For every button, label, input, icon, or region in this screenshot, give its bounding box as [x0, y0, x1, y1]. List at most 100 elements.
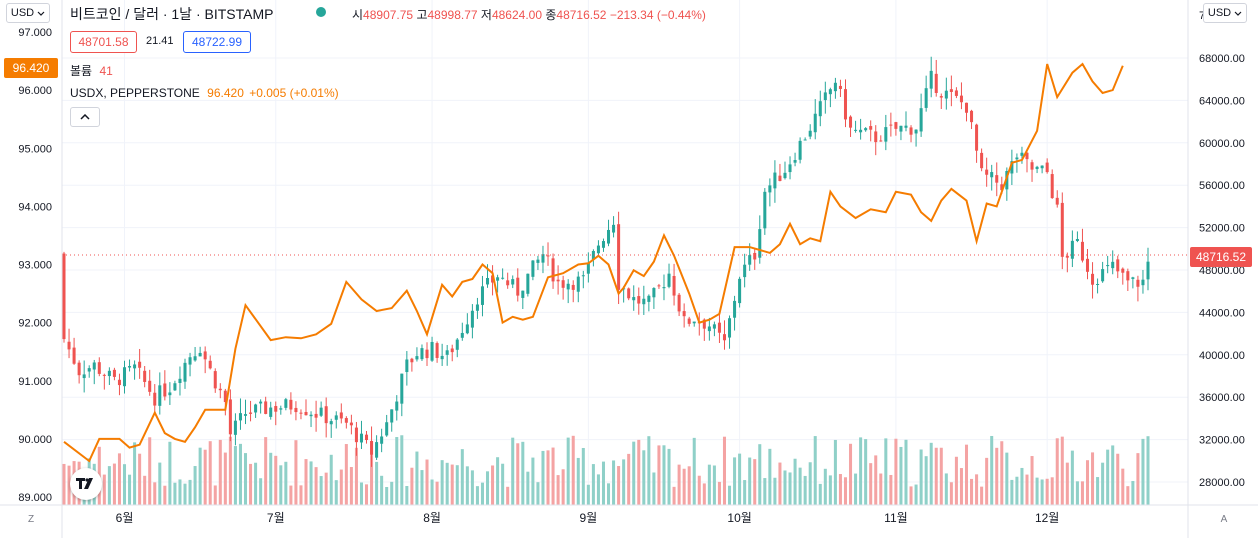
volume-bar	[274, 455, 278, 505]
candle-body	[596, 245, 600, 254]
sell-button[interactable]: 48701.58	[70, 31, 137, 53]
volume-bar	[728, 485, 732, 505]
volume-bar	[243, 453, 248, 505]
candle-body	[1136, 279, 1140, 287]
candle-body	[1131, 277, 1135, 279]
left-currency-label: USD	[10, 7, 35, 19]
volume-bar	[304, 459, 308, 505]
volume-bar	[566, 437, 570, 505]
volume-bar	[435, 481, 439, 505]
candle-body	[183, 362, 187, 382]
candle-body	[687, 318, 691, 324]
volume-bar	[697, 475, 701, 505]
left-currency-select[interactable]: USD	[6, 3, 50, 23]
candle-body	[546, 255, 550, 257]
candle-body	[561, 280, 565, 288]
volume-bar	[854, 473, 858, 505]
symbol-title[interactable]: 비트코인 / 달러 · 1날 · BITSTAMP	[70, 6, 274, 22]
buy-button[interactable]: 48722.99	[183, 31, 251, 53]
candle-body	[440, 355, 444, 360]
candle-body	[975, 124, 979, 151]
volume-bar	[163, 485, 167, 505]
candle-body	[773, 172, 777, 189]
candle-body	[672, 275, 676, 296]
volume-bar	[980, 486, 984, 505]
candle-body	[889, 124, 893, 126]
volume-bar	[1010, 479, 1014, 505]
candle-body	[647, 295, 651, 302]
candle-body	[833, 82, 837, 92]
candle-body	[299, 412, 303, 414]
candle-body	[612, 224, 616, 233]
volume-bar	[591, 464, 595, 505]
volume-bar	[1005, 452, 1009, 505]
tradingview-logo[interactable]	[70, 468, 102, 500]
auto-scale-right-button[interactable]: A	[1220, 513, 1228, 525]
volume-bar	[627, 453, 631, 505]
candle-body	[753, 252, 757, 260]
candle-body	[470, 310, 474, 328]
volume-bar	[828, 475, 832, 505]
candle-body	[77, 362, 81, 376]
candle-body	[173, 383, 177, 391]
candle-body	[410, 358, 414, 363]
collapse-legend-button[interactable]	[70, 107, 100, 127]
auto-scale-left-button[interactable]: Z	[27, 513, 35, 525]
candle-body	[859, 129, 863, 133]
volume-bar	[692, 437, 696, 505]
right-currency-select[interactable]: USD	[1203, 3, 1247, 23]
volume-bar	[440, 460, 444, 505]
volume-bar	[778, 462, 782, 505]
volume-bar	[193, 466, 197, 505]
volume-bar	[173, 482, 177, 505]
left-axis-tick-label: 96.000	[18, 85, 52, 97]
candle-body	[198, 352, 202, 357]
volume-bar	[919, 449, 923, 505]
volume-bar	[1000, 441, 1004, 505]
candle-body	[168, 392, 172, 396]
volume-bar	[344, 444, 348, 505]
volume-bar	[682, 468, 686, 505]
candle-body	[576, 276, 580, 292]
usdx-line	[63, 62, 1124, 463]
volume-bar	[143, 475, 147, 505]
high-label: 고	[416, 8, 428, 22]
volume-bar	[813, 436, 817, 505]
candle-body	[380, 436, 384, 444]
volume-bar	[445, 462, 449, 505]
candle-body	[475, 304, 479, 311]
volume-bar	[385, 486, 389, 505]
open-label: 시	[352, 8, 364, 22]
volume-bar	[284, 461, 288, 505]
volume-bar	[128, 474, 132, 505]
volume-bar	[178, 479, 182, 505]
right-axis-tick-label: 64000.00	[1199, 95, 1245, 107]
candle-body	[1015, 157, 1019, 160]
candle-body	[551, 258, 555, 282]
volume-bar	[496, 457, 500, 505]
candle-body	[1121, 268, 1125, 273]
candle-body	[959, 95, 963, 103]
right-axis-tick-label: 68000.00	[1199, 53, 1245, 65]
candle-body	[1030, 162, 1034, 170]
volume-bar	[818, 483, 822, 505]
volume-bar	[864, 439, 868, 505]
candle-body	[506, 280, 510, 286]
candle-body	[501, 277, 505, 279]
volume-bars	[62, 435, 1150, 505]
volume-bar	[753, 459, 757, 505]
candle-body	[486, 277, 490, 285]
right-axis-ticks: 68000.00 64000.00 60000.00 56000.00 52000.00…	[1199, 53, 1245, 489]
candle-body	[385, 422, 389, 436]
candle-body	[899, 125, 903, 132]
candle-body	[823, 92, 827, 101]
volume-bar	[420, 470, 424, 505]
candle-body	[143, 370, 147, 382]
candle-body	[511, 279, 515, 285]
volume-bar	[228, 436, 232, 505]
volume-bar	[607, 483, 611, 505]
volume-bar	[264, 437, 268, 505]
candle-body	[496, 277, 500, 281]
candle-body	[758, 229, 762, 258]
